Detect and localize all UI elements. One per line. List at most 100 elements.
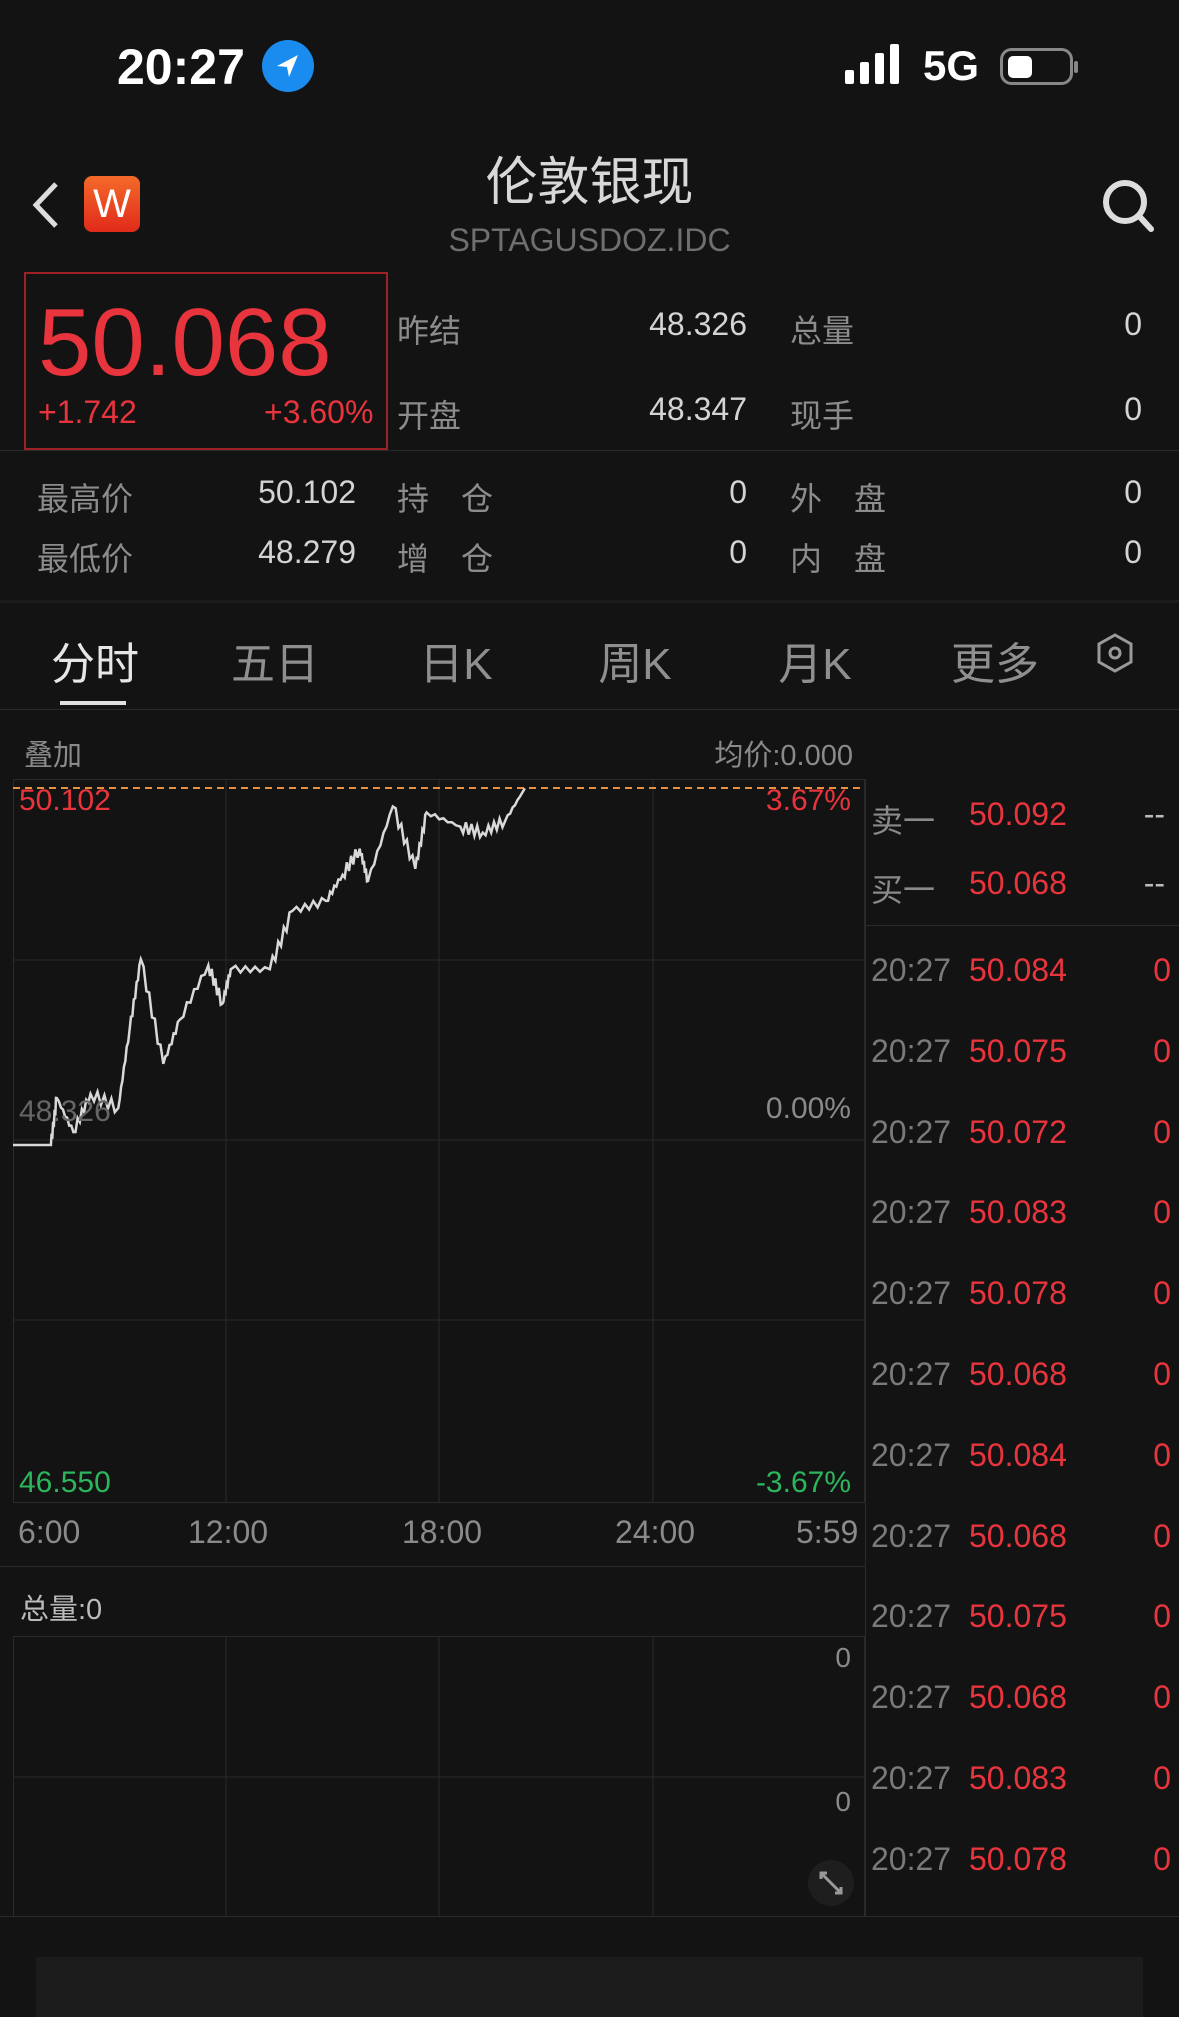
tick-volume: 0 bbox=[1153, 1518, 1171, 1555]
tick-time: 20:27 bbox=[871, 1275, 951, 1312]
prev-settle-value: 48.326 bbox=[649, 306, 747, 343]
tick-volume: 0 bbox=[1153, 1760, 1171, 1797]
divider bbox=[0, 1916, 1179, 1917]
open-value: 48.347 bbox=[649, 391, 747, 428]
tick-time: 20:27 bbox=[871, 952, 951, 989]
divider bbox=[0, 1566, 865, 1567]
price-change: +1.742 bbox=[38, 394, 137, 431]
side-panel-border bbox=[865, 779, 866, 1916]
open-label: 开盘 bbox=[397, 391, 461, 437]
divider bbox=[0, 450, 1179, 451]
divider bbox=[0, 709, 1179, 710]
inner-label: 内 盘 bbox=[790, 534, 886, 580]
tick-row[interactable]: 20:27 50.075 0 bbox=[866, 1033, 1179, 1083]
tab-daily-k[interactable]: 日K bbox=[381, 628, 531, 692]
tick-price: 50.068 bbox=[969, 1518, 1067, 1555]
order-book-label: 卖一 bbox=[871, 796, 935, 842]
expand-icon bbox=[808, 1860, 854, 1906]
tab-weekly-k[interactable]: 周K bbox=[560, 628, 710, 692]
average-price: 均价:0.000 bbox=[714, 732, 853, 774]
high-value: 50.102 bbox=[258, 474, 356, 511]
tick-time: 20:27 bbox=[871, 1598, 951, 1635]
tick-row[interactable]: 20:27 50.068 0 bbox=[866, 1356, 1179, 1406]
tick-row[interactable]: 20:27 50.078 0 bbox=[866, 1841, 1179, 1891]
tick-price: 50.083 bbox=[969, 1194, 1067, 1231]
tick-time: 20:27 bbox=[871, 1114, 951, 1151]
current-hand-value: 0 bbox=[1124, 391, 1142, 428]
x-label: 5:59 bbox=[796, 1514, 858, 1551]
tick-time: 20:27 bbox=[871, 1841, 951, 1878]
battery-icon bbox=[1000, 48, 1080, 86]
tick-price: 50.075 bbox=[969, 1598, 1067, 1635]
x-label: 24:00 bbox=[615, 1514, 695, 1551]
open-interest-value: 0 bbox=[729, 474, 747, 511]
price-change-pct: +3.60% bbox=[264, 394, 373, 431]
location-arrow-icon bbox=[262, 40, 314, 92]
news-card[interactable] bbox=[36, 1957, 1143, 2017]
tick-price: 50.078 bbox=[969, 1275, 1067, 1312]
network-label: 5G bbox=[923, 42, 979, 90]
search-icon bbox=[1100, 176, 1156, 236]
tick-price: 50.083 bbox=[969, 1760, 1067, 1797]
x-label: 18:00 bbox=[402, 1514, 482, 1551]
signal-icon bbox=[845, 44, 905, 84]
instrument-code: SPTAGUSDOZ.IDC bbox=[0, 222, 1179, 259]
tick-row[interactable]: 20:27 50.075 0 bbox=[866, 1598, 1179, 1648]
tick-volume: 0 bbox=[1153, 1275, 1171, 1312]
tick-volume: 0 bbox=[1153, 1194, 1171, 1231]
tab-five-day[interactable]: 五日 bbox=[200, 628, 350, 692]
tab-more[interactable]: 更多 bbox=[920, 628, 1070, 692]
tick-row[interactable]: 20:27 50.084 0 bbox=[866, 1437, 1179, 1487]
low-label: 最低价 bbox=[37, 534, 133, 580]
search-button[interactable] bbox=[1100, 176, 1156, 236]
y-label-low: 46.550 bbox=[19, 1466, 111, 1500]
overlay-button[interactable]: 叠加 bbox=[24, 732, 82, 774]
current-hand-label: 现手 bbox=[790, 391, 854, 437]
oi-change-value: 0 bbox=[729, 534, 747, 571]
tab-intraday[interactable]: 分时 bbox=[20, 628, 170, 692]
tick-volume: 0 bbox=[1153, 1033, 1171, 1070]
volume-tick: 0 bbox=[835, 1642, 851, 1674]
tick-time: 20:27 bbox=[871, 1356, 951, 1393]
tab-monthly-k[interactable]: 月K bbox=[740, 628, 890, 692]
divider bbox=[0, 600, 1179, 603]
tick-row[interactable]: 20:27 50.084 0 bbox=[866, 952, 1179, 1002]
total-volume-value: 0 bbox=[1124, 306, 1142, 343]
tick-time: 20:27 bbox=[871, 1760, 951, 1797]
high-label: 最高价 bbox=[37, 474, 133, 520]
tick-volume: 0 bbox=[1153, 1356, 1171, 1393]
outer-value: 0 bbox=[1124, 474, 1142, 511]
tick-time: 20:27 bbox=[871, 1679, 951, 1716]
tick-row[interactable]: 20:27 50.083 0 bbox=[866, 1760, 1179, 1810]
tick-volume: 0 bbox=[1153, 1598, 1171, 1635]
tick-row[interactable]: 20:27 50.072 0 bbox=[866, 1114, 1179, 1164]
tick-price: 50.078 bbox=[969, 1841, 1067, 1878]
tick-row[interactable]: 20:27 50.078 0 bbox=[866, 1275, 1179, 1325]
tick-price: 50.068 bbox=[969, 1356, 1067, 1393]
tick-row[interactable]: 20:27 50.068 0 bbox=[866, 1518, 1179, 1568]
chart-settings-button[interactable] bbox=[1094, 632, 1136, 674]
tick-row[interactable]: 20:27 50.068 0 bbox=[866, 1679, 1179, 1729]
volume-label: 总量:0 bbox=[20, 1586, 102, 1628]
order-book-price: 50.092 bbox=[969, 796, 1067, 833]
tick-price: 50.084 bbox=[969, 952, 1067, 989]
order-book-volume: -- bbox=[1144, 865, 1165, 902]
status-time: 20:27 bbox=[117, 38, 245, 96]
tick-row[interactable]: 20:27 50.083 0 bbox=[866, 1194, 1179, 1244]
y-label-pct-ref: 0.00% bbox=[766, 1092, 851, 1126]
order-book-price: 50.068 bbox=[969, 865, 1067, 902]
low-value: 48.279 bbox=[258, 534, 356, 571]
tick-time: 20:27 bbox=[871, 1033, 951, 1070]
tick-time: 20:27 bbox=[871, 1194, 951, 1231]
y-label-ref: 48.326 bbox=[19, 1095, 111, 1129]
page-title: 伦敦银现 bbox=[0, 140, 1179, 215]
order-book-label: 买一 bbox=[871, 865, 935, 911]
oi-change-label: 增 仓 bbox=[397, 534, 493, 580]
y-label-pct-low: -3.67% bbox=[756, 1466, 851, 1500]
price-chart[interactable] bbox=[13, 779, 865, 1503]
order-book-volume: -- bbox=[1144, 796, 1165, 833]
expand-button[interactable] bbox=[808, 1860, 854, 1906]
tick-time: 20:27 bbox=[871, 1518, 951, 1555]
tick-volume: 0 bbox=[1153, 1437, 1171, 1474]
outer-label: 外 盘 bbox=[790, 474, 886, 520]
